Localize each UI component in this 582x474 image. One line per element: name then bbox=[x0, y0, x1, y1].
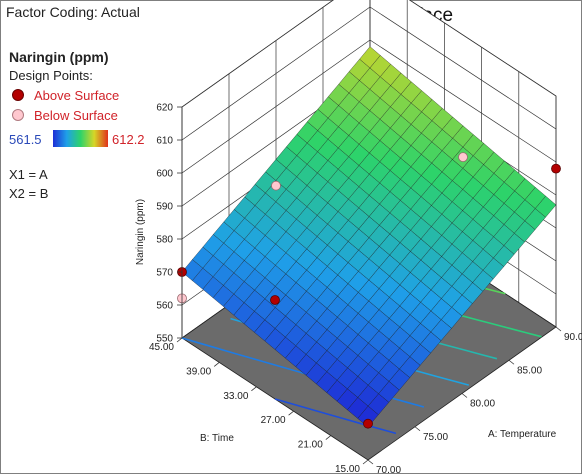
x-tick-label: 85.00 bbox=[517, 365, 542, 376]
y-tick-mark bbox=[288, 410, 294, 416]
design-point-above bbox=[551, 163, 561, 174]
z-tick-label: 580 bbox=[156, 235, 173, 246]
design-point-above bbox=[270, 295, 280, 305]
gradient-max-label: 612.2 bbox=[112, 132, 145, 147]
x-tick-mark bbox=[367, 459, 374, 465]
y-tick-mark bbox=[176, 337, 183, 343]
legend-above-surface: Above Surface bbox=[12, 86, 119, 104]
legend-below-surface: Below Surface bbox=[12, 106, 118, 124]
design-point-above bbox=[363, 418, 373, 429]
y-tick-mark bbox=[362, 459, 369, 465]
floor-contour-line bbox=[274, 398, 397, 435]
x-tick-label: 80.00 bbox=[470, 399, 495, 410]
x-axis-title: A: Temperature bbox=[488, 429, 557, 440]
y-tick-label: 33.00 bbox=[223, 391, 248, 402]
x-tick-label: 70.00 bbox=[376, 465, 401, 474]
x-tick-mark bbox=[508, 359, 515, 365]
y-tick-mark bbox=[251, 386, 257, 392]
y-tick-label: 39.00 bbox=[186, 366, 211, 377]
gradient-min-label: 561.5 bbox=[9, 132, 42, 147]
x-tick-label: 75.00 bbox=[423, 432, 448, 443]
design-points-label: Design Points: bbox=[9, 68, 93, 83]
x-tick-mark bbox=[555, 326, 562, 332]
z-tick-label: 620 bbox=[156, 103, 173, 114]
z-tick-label: 600 bbox=[156, 169, 173, 180]
color-gradient-bar bbox=[53, 130, 108, 147]
design-point-below bbox=[271, 180, 281, 191]
y-tick-label: 45.00 bbox=[149, 342, 174, 353]
response-name: Naringin (ppm) bbox=[9, 49, 109, 65]
z-axis-title: Naringin (ppm) bbox=[135, 199, 146, 265]
y-axis-title: B: Time bbox=[200, 433, 234, 444]
y-tick-label: 21.00 bbox=[298, 440, 323, 451]
below-surface-marker-icon bbox=[12, 109, 24, 121]
surface-cell bbox=[359, 46, 381, 69]
y-tick-mark bbox=[325, 435, 332, 440]
factor-coding-label: Factor Coding: Actual bbox=[6, 4, 140, 20]
x2-mapping: X2 = B bbox=[9, 186, 49, 201]
y-tick-label: 27.00 bbox=[261, 415, 286, 426]
above-surface-label: Above Surface bbox=[34, 87, 120, 103]
y-tick-label: 15.00 bbox=[335, 464, 360, 474]
z-tick-label: 550 bbox=[156, 334, 173, 345]
z-tick-label: 610 bbox=[156, 136, 173, 147]
wall-gridline-z bbox=[181, 0, 557, 108]
design-point-below bbox=[458, 152, 468, 163]
y-tick-mark bbox=[213, 362, 220, 367]
above-surface-marker-icon bbox=[12, 89, 24, 101]
z-tick-label: 570 bbox=[156, 268, 173, 279]
x1-mapping: X1 = A bbox=[9, 167, 48, 182]
x-tick-mark bbox=[461, 393, 468, 398]
x-tick-label: 90.00 bbox=[564, 332, 582, 343]
below-surface-label: Below Surface bbox=[34, 107, 118, 123]
z-tick-label: 560 bbox=[156, 301, 173, 312]
x-tick-mark bbox=[414, 426, 421, 432]
z-tick-label: 590 bbox=[156, 202, 173, 213]
